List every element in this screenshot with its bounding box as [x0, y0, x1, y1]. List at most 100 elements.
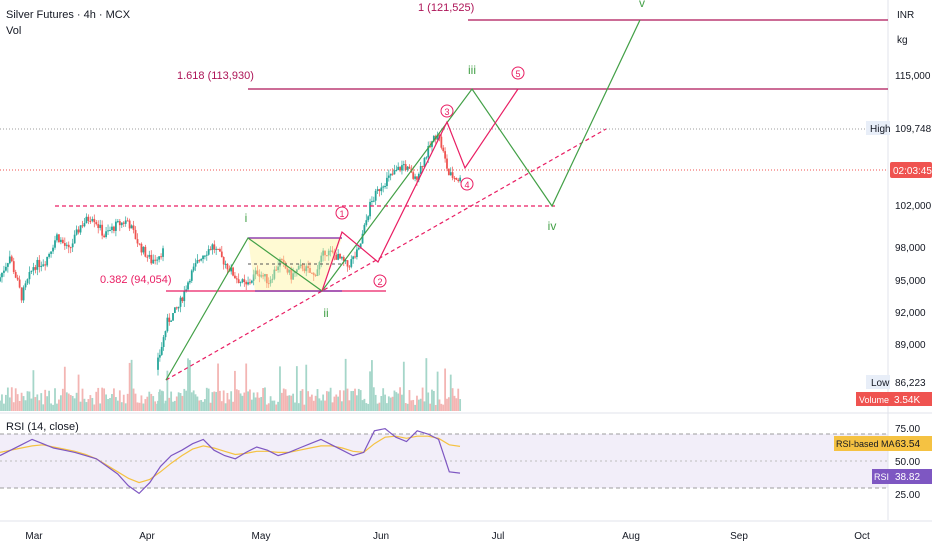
- candle: [234, 275, 236, 279]
- volume-bar: [46, 396, 49, 411]
- volume-bar: [260, 396, 263, 411]
- candle: [262, 275, 264, 277]
- candle: [384, 185, 386, 187]
- candle: [273, 269, 276, 279]
- volume-bar: [312, 400, 315, 411]
- volume-bar: [264, 387, 266, 411]
- volume-bar: [235, 389, 238, 411]
- candle: [40, 265, 43, 268]
- candle: [134, 229, 137, 240]
- candle: [105, 231, 107, 237]
- volume-bar: [52, 404, 54, 411]
- volume-bar: [126, 393, 129, 411]
- candle: [423, 157, 426, 167]
- candle: [416, 176, 418, 180]
- candle: [142, 246, 145, 253]
- unit-label[interactable]: kg: [897, 35, 908, 46]
- volume-bar: [107, 398, 109, 411]
- volume-bar: [8, 397, 11, 411]
- symbol-title[interactable]: Silver Futures · 4h · MCX: [6, 9, 131, 21]
- volume-bar: [202, 401, 204, 411]
- candle: [59, 239, 62, 243]
- candle: [449, 172, 452, 176]
- volume-bar: [103, 388, 106, 411]
- candle: [327, 250, 330, 256]
- volume-bar: [397, 393, 400, 411]
- candle: [265, 274, 268, 284]
- rsi-ma-badge-label: RSI-based MA: [836, 439, 895, 449]
- volume-bar: [384, 394, 386, 411]
- volume-bar: [230, 391, 233, 411]
- candle: [256, 270, 259, 275]
- volume-bar: [209, 402, 212, 411]
- volume-bar: [97, 387, 100, 411]
- candle: [1, 272, 3, 278]
- volume-bar: [38, 400, 41, 411]
- volume-bar: [181, 395, 184, 411]
- volume-bar: [89, 395, 92, 411]
- volume-bar: [280, 392, 283, 411]
- candle: [367, 216, 370, 221]
- volume-bar: [265, 404, 268, 411]
- volume-bar: [179, 393, 182, 411]
- month-tick: Jun: [373, 531, 389, 542]
- candle: [442, 147, 445, 152]
- volume-bar: [83, 398, 86, 411]
- currency-label[interactable]: INR: [897, 10, 914, 21]
- candle: [162, 337, 165, 347]
- volume-bar: [154, 401, 157, 411]
- volume-bar: [337, 396, 340, 411]
- candle: [380, 187, 383, 192]
- volume-bar: [404, 403, 407, 411]
- candle: [354, 256, 356, 258]
- sub-wave-1-label: 1: [339, 209, 344, 219]
- rsi-pane-title[interactable]: RSI (14, close): [6, 421, 79, 433]
- volume-bar: [148, 391, 151, 411]
- candle: [235, 278, 238, 280]
- volume-bar: [425, 358, 428, 411]
- volume-bar: [12, 402, 15, 411]
- volume-bar: [446, 398, 448, 411]
- candle: [24, 283, 27, 288]
- candle: [187, 282, 189, 290]
- volume-bar: [282, 388, 285, 411]
- candle: [179, 297, 182, 307]
- candle: [247, 282, 249, 285]
- candle: [91, 218, 94, 222]
- volume-bar: [449, 374, 452, 411]
- volume-bar: [423, 401, 426, 411]
- volume-bar: [194, 394, 197, 411]
- price-tick: 95,000: [895, 276, 926, 287]
- volume-bar: [224, 403, 227, 411]
- volume-bar: [250, 399, 253, 411]
- volume-bar: [434, 404, 437, 411]
- volume-bar: [26, 391, 29, 411]
- candle: [8, 256, 11, 264]
- volume-bar: [359, 390, 362, 411]
- candle: [81, 225, 84, 227]
- candle: [267, 283, 270, 285]
- volume-bar: [277, 401, 279, 411]
- candle: [277, 266, 279, 271]
- candle: [219, 249, 221, 252]
- candle: [226, 263, 229, 270]
- volume-bar: [350, 391, 353, 411]
- volume-bar: [132, 388, 135, 411]
- volume-bar: [160, 390, 163, 411]
- volume-bar: [204, 399, 206, 411]
- volume-bar: [382, 388, 385, 411]
- wave-v-label: v: [639, 0, 645, 10]
- volume-bar: [175, 396, 178, 411]
- wave-ii-label: ii: [323, 306, 328, 320]
- candle: [122, 222, 125, 224]
- volume-bar: [140, 395, 143, 411]
- volume-bar: [365, 403, 368, 411]
- volume-bar: [228, 399, 231, 411]
- candle: [148, 254, 151, 257]
- volume-bar: [436, 371, 439, 411]
- volume-bar: [85, 402, 88, 411]
- rsi-badge-label: RSI: [874, 472, 889, 482]
- volume-indicator-label[interactable]: Vol: [6, 25, 21, 37]
- volume-bar: [67, 393, 70, 411]
